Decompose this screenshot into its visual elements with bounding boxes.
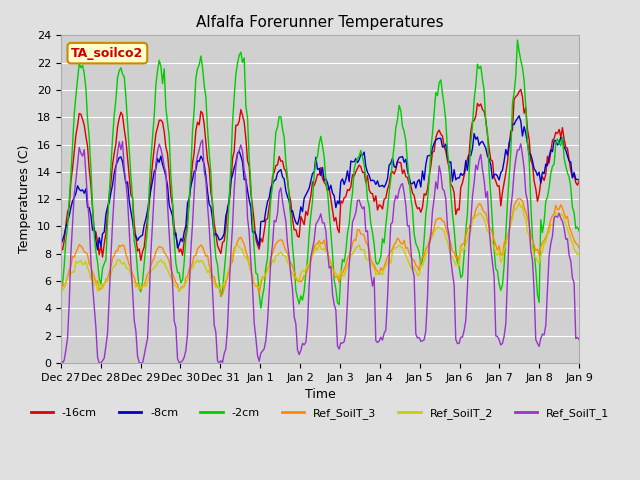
-16cm [57, 244, 65, 250]
Ref_SoilT_2 [57, 286, 65, 291]
Ref_SoilT_1 [85, 217, 93, 223]
-16cm [575, 178, 583, 184]
Ref_SoilT_3 [217, 292, 225, 298]
-2cm [184, 225, 191, 231]
Text: TA_soilco2: TA_soilco2 [71, 47, 143, 60]
-2cm [85, 135, 93, 141]
Ref_SoilT_1 [575, 337, 583, 343]
Ref_SoilT_1 [184, 331, 191, 336]
-16cm [517, 86, 525, 92]
Line: -8cm: -8cm [61, 116, 579, 250]
Y-axis label: Temperatures (C): Temperatures (C) [19, 145, 31, 253]
Line: Ref_SoilT_1: Ref_SoilT_1 [61, 140, 579, 363]
-16cm [85, 167, 93, 172]
-8cm [575, 177, 583, 182]
Ref_SoilT_1 [340, 339, 348, 345]
Ref_SoilT_1 [259, 348, 266, 354]
Ref_SoilT_2 [186, 273, 193, 279]
-2cm [182, 235, 189, 241]
Ref_SoilT_3 [385, 251, 393, 257]
Ref_SoilT_2 [515, 200, 523, 205]
-8cm [257, 219, 265, 225]
Ref_SoilT_1 [387, 221, 395, 227]
Ref_SoilT_2 [257, 277, 265, 283]
Ref_SoilT_2 [184, 278, 191, 284]
Legend: -16cm, -8cm, -2cm, Ref_SoilT_3, Ref_SoilT_2, Ref_SoilT_1: -16cm, -8cm, -2cm, Ref_SoilT_3, Ref_Soil… [26, 403, 614, 423]
Title: Alfalfa Forerunner Temperatures: Alfalfa Forerunner Temperatures [196, 15, 444, 30]
-16cm [186, 198, 193, 204]
Ref_SoilT_2 [575, 251, 583, 256]
Ref_SoilT_3 [182, 275, 189, 280]
-2cm [339, 256, 346, 262]
-16cm [137, 257, 145, 263]
Ref_SoilT_3 [85, 260, 93, 266]
Line: -16cm: -16cm [61, 89, 579, 260]
-8cm [339, 176, 346, 182]
Ref_SoilT_3 [57, 287, 65, 293]
Ref_SoilT_3 [184, 273, 191, 279]
-8cm [385, 162, 393, 168]
Ref_SoilT_3 [515, 195, 523, 201]
Ref_SoilT_1 [57, 357, 65, 363]
Line: Ref_SoilT_2: Ref_SoilT_2 [61, 203, 579, 291]
Line: -2cm: -2cm [61, 40, 579, 308]
-16cm [257, 236, 265, 241]
-8cm [57, 241, 65, 247]
Ref_SoilT_2 [93, 288, 101, 294]
-8cm [186, 195, 193, 201]
-2cm [57, 280, 65, 286]
-2cm [514, 37, 522, 43]
-2cm [575, 228, 583, 234]
Ref_SoilT_1 [95, 360, 103, 366]
X-axis label: Time: Time [305, 388, 335, 401]
Line: Ref_SoilT_3: Ref_SoilT_3 [61, 198, 579, 295]
Ref_SoilT_3 [339, 270, 346, 276]
-2cm [385, 189, 393, 195]
-8cm [184, 200, 191, 206]
-16cm [339, 200, 346, 206]
-2cm [257, 305, 265, 311]
Ref_SoilT_1 [198, 137, 206, 143]
Ref_SoilT_3 [257, 281, 265, 287]
-16cm [184, 216, 191, 222]
-2cm [255, 291, 263, 297]
-16cm [385, 181, 393, 187]
-8cm [515, 113, 523, 119]
-8cm [93, 247, 101, 252]
Ref_SoilT_2 [385, 256, 393, 262]
Ref_SoilT_1 [186, 288, 193, 293]
Ref_SoilT_2 [85, 269, 93, 275]
Ref_SoilT_3 [575, 245, 583, 251]
-8cm [85, 205, 93, 211]
Ref_SoilT_2 [339, 273, 346, 278]
